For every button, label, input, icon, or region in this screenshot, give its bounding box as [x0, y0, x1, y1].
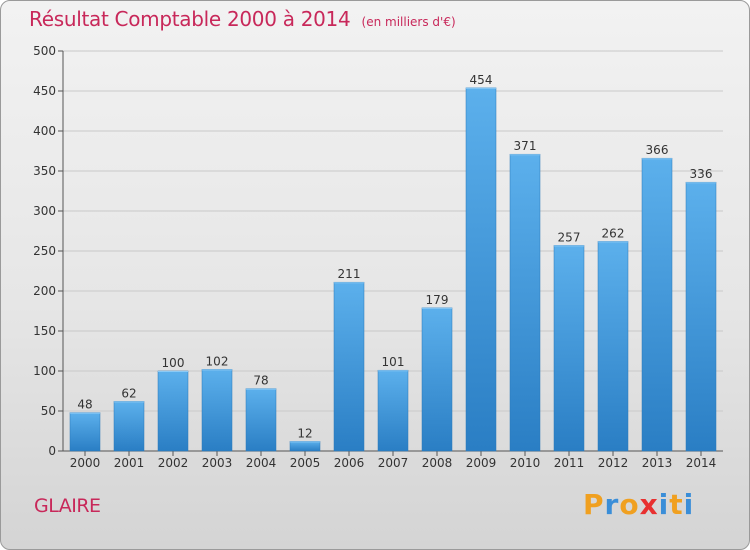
logo-letter: o	[619, 488, 640, 521]
y-tick-label: 300	[33, 204, 56, 218]
x-tick-label: 2001	[114, 456, 145, 470]
logo-letter: P	[583, 488, 605, 521]
bar-value-label: 257	[558, 230, 581, 244]
bar-2001[interactable]	[113, 401, 145, 452]
x-tick-label: 2009	[466, 456, 497, 470]
logo-letter: t	[669, 488, 684, 521]
y-tick-label: 0	[48, 444, 56, 458]
x-tick-label: 2003	[202, 456, 233, 470]
bar-value-label: 371	[514, 139, 537, 153]
x-tick-label: 2011	[554, 456, 585, 470]
bar-value-label: 101	[382, 355, 405, 369]
x-tick-label: 2012	[598, 456, 629, 470]
bar-2009[interactable]	[465, 87, 497, 452]
bar-value-label: 48	[77, 398, 92, 412]
bar-value-label: 262	[602, 226, 625, 240]
x-tick-label: 2002	[158, 456, 189, 470]
bar-value-label: 366	[646, 143, 669, 157]
bar-2014[interactable]	[685, 181, 717, 452]
bar-2004[interactable]	[245, 388, 277, 452]
bar-2000[interactable]	[69, 412, 101, 452]
x-tick-label: 2000	[70, 456, 101, 470]
commune-name: GLAIRE	[34, 495, 101, 517]
bar-value-label: 100	[162, 356, 185, 370]
chart-title: Résultat Comptable 2000 à 2014	[29, 7, 351, 31]
chart-units: (en milliers d'€)	[361, 15, 456, 29]
x-tick-label: 2008	[422, 456, 453, 470]
proxiti-logo[interactable]: Proxiti	[583, 488, 694, 521]
bar-2012[interactable]	[597, 241, 629, 452]
x-tick-label: 2007	[378, 456, 409, 470]
bar-2011[interactable]	[553, 245, 585, 452]
bar-2005[interactable]	[289, 441, 321, 452]
y-tick-label: 100	[33, 364, 56, 378]
x-tick-label: 2005	[290, 456, 321, 470]
bar-2003[interactable]	[201, 369, 233, 452]
chart-title-block: Résultat Comptable 2000 à 2014 (en milli…	[29, 7, 456, 31]
y-tick-label: 450	[33, 84, 56, 98]
logo-letter: x	[639, 488, 659, 521]
y-tick-label: 150	[33, 324, 56, 338]
logo-letter: i	[658, 488, 670, 521]
bar-value-label: 62	[121, 386, 136, 400]
bar-value-label: 336	[690, 167, 713, 181]
bar-value-label: 211	[338, 267, 361, 281]
x-tick-label: 2014	[686, 456, 717, 470]
logo-letter: i	[683, 488, 695, 521]
y-tick-label: 400	[33, 124, 56, 138]
bar-value-label: 78	[253, 374, 268, 388]
y-tick-label: 50	[41, 404, 56, 418]
y-tick-label: 350	[33, 164, 56, 178]
x-tick-label: 2006	[334, 456, 365, 470]
bar-2002[interactable]	[157, 370, 189, 452]
bar-value-label: 12	[297, 426, 312, 440]
bar-2007[interactable]	[377, 369, 409, 452]
x-tick-label: 2004	[246, 456, 277, 470]
y-tick-label: 250	[33, 244, 56, 258]
bar-value-label: 179	[426, 293, 449, 307]
bar-2010[interactable]	[509, 153, 541, 452]
bar-2006[interactable]	[333, 281, 365, 452]
x-tick-label: 2013	[642, 456, 673, 470]
logo-letter: r	[604, 488, 620, 521]
bar-value-label: 102	[206, 354, 229, 368]
bar-2013[interactable]	[641, 157, 673, 452]
bar-2008[interactable]	[421, 307, 453, 452]
y-tick-label: 500	[33, 44, 56, 58]
x-tick-label: 2010	[510, 456, 541, 470]
y-tick-label: 200	[33, 284, 56, 298]
bar-value-label: 454	[470, 73, 493, 87]
